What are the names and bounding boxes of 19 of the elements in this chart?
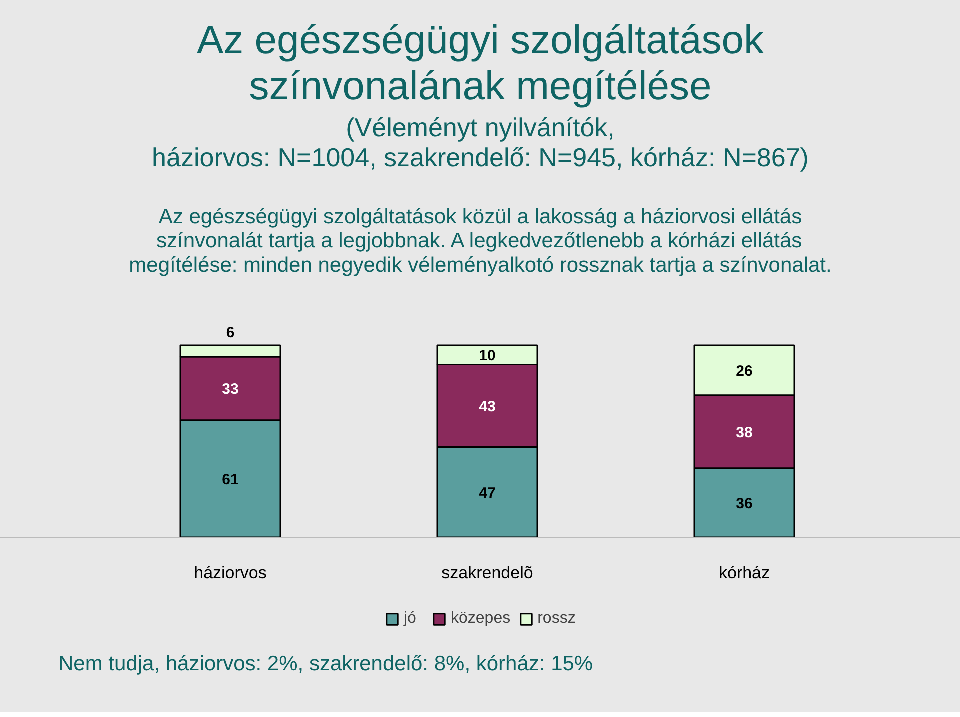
chart-subtitle: (Véleményt nyilvánítók, háziorvos: N=1004, szakrendelő: N=945, kórház: N=867) [152,112,809,172]
data-label: 33 [222,381,239,398]
text: Az egészségügyi szolgáltatások közül a lakosság a háziorvosi ellátás színvonalát tartja a legjobbnak. A legkedvezőtlenebb a kórházi ellátás megítélése: minden negyedik véleményalkotó rossznak tartja a színvonalat. [129,206,832,277]
legend-label: jó [404,610,418,628]
data-label: 10 [479,348,496,365]
data-label: 47 [479,484,496,502]
x-tick-label: kórház [718,564,770,582]
x-tick-label: szakrendelõ [442,564,534,582]
data-label: 26 [736,362,753,380]
data-label: 43 [479,398,496,416]
text: Nem tudja, háziorvos: 2%, szakrendelő: 8%, kórház: 15% [58,652,594,676]
data-label: 36 [736,495,753,512]
legend-label: közepes [451,610,511,628]
legend-label: rossz [538,610,576,628]
chart-title: Az egészségügyi szolgáltatások színvonalának megítélése [197,18,765,108]
data-label: 38 [736,424,753,442]
x-tick-label: háziorvos [194,564,267,582]
data-label: 61 [222,471,239,488]
data-label: 6 [226,324,235,342]
